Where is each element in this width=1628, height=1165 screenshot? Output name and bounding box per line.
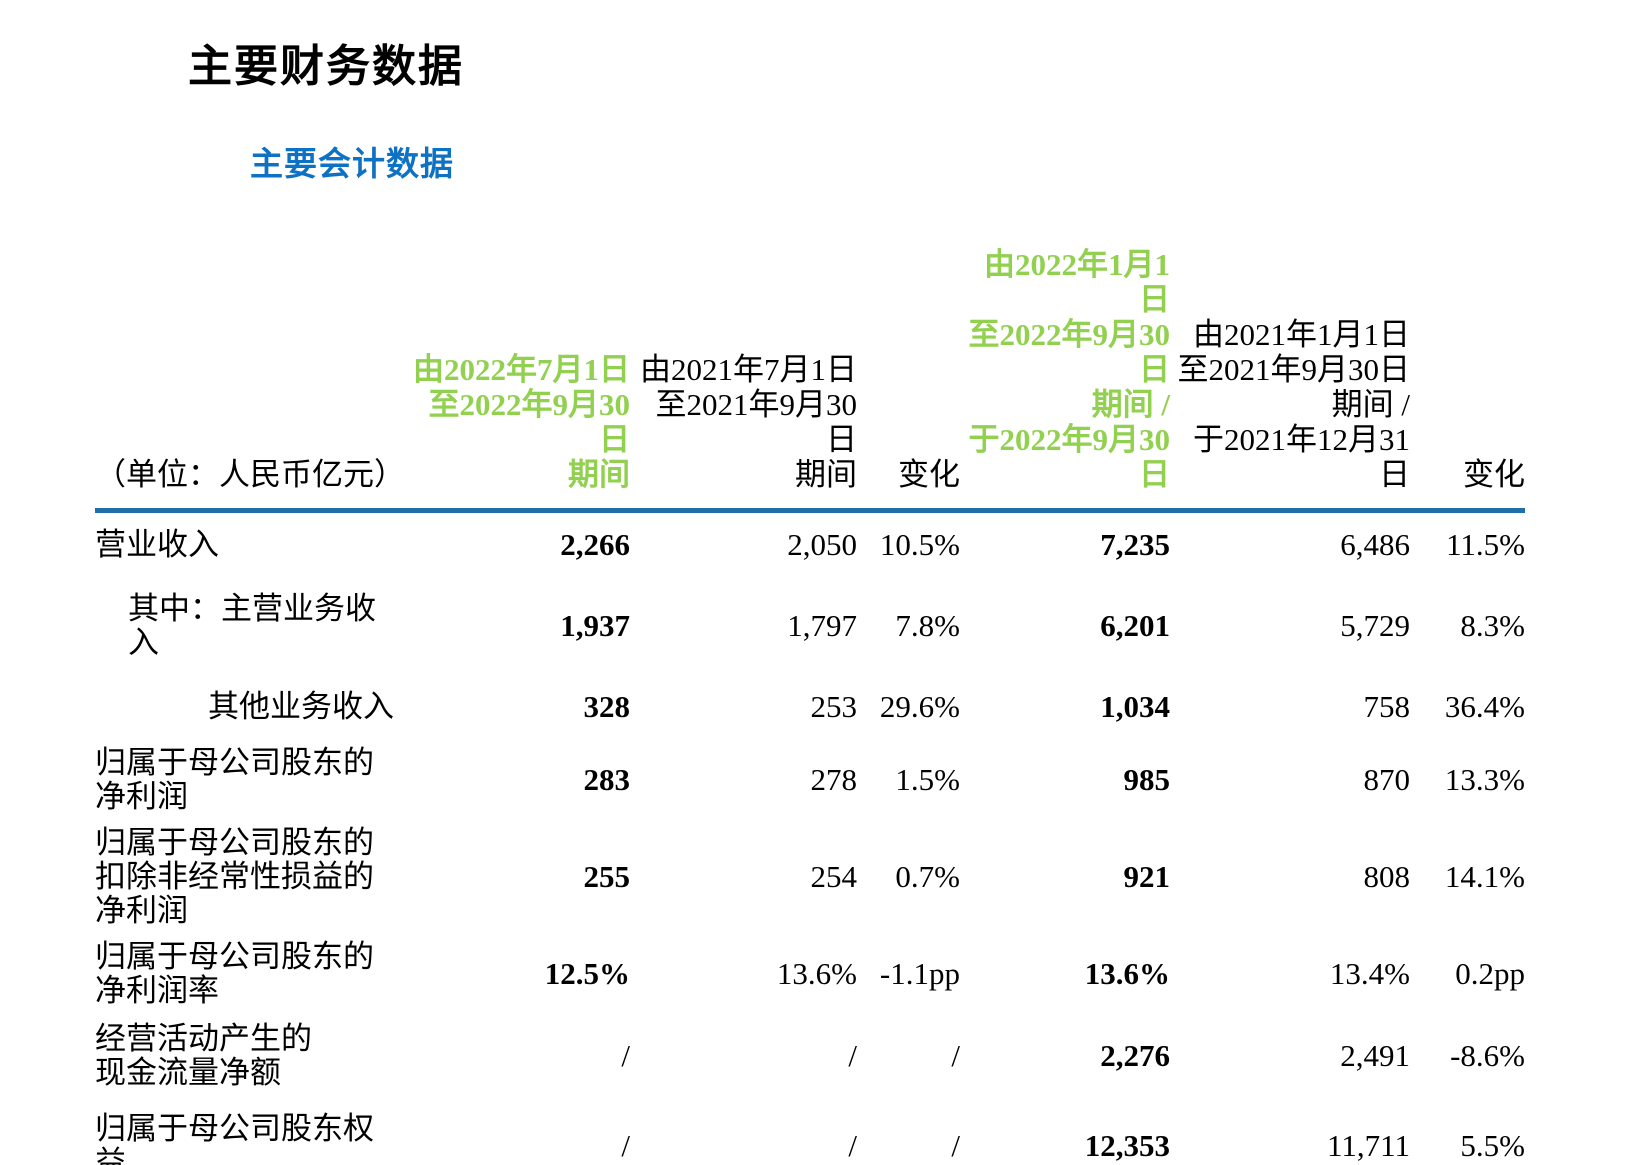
header-change-ytd: 变化 [1410,247,1525,513]
cell: 0.7% [895,859,960,894]
cell: / [621,1128,630,1163]
cell: 29.6% [879,689,960,724]
row-label: 其他业务收入 [208,689,394,724]
cell: -1.1pp [879,956,960,991]
cell: 2,266 [560,527,630,562]
row-label: 归属于母公司股东权益 [95,1111,374,1165]
cell: 14.1% [1444,859,1525,894]
cell: 2,050 [787,527,857,562]
row-label: 归属于母公司股东的 净利润 [95,745,374,814]
cell: 13.6% [776,956,857,991]
page-title: 主要财务数据 [188,42,464,91]
header-period-2021-ytd: 由2021年1月1日 至2021年9月30日 期间 / 于2021年12月31日 [1170,247,1410,513]
table-row-other-business-revenue: 其他业务收入 328 253 29.6% 1,034 758 36.4% [95,675,1525,739]
cell: 5,729 [1340,608,1410,643]
cell: 278 [810,762,858,797]
cell: 255 [583,859,631,894]
cell: / [848,1038,857,1073]
table-row-operating-cash-flow: 经营活动产生的 现金流量净额 / / / 2,276 2,491 -8.6% [95,1015,1525,1097]
row-label: 归属于母公司股东的 净利润率 [95,939,374,1008]
cell: / [621,1038,630,1073]
cell: 0.2pp [1455,956,1525,991]
cell: 11,711 [1327,1128,1410,1163]
cell: 2,491 [1340,1038,1410,1073]
header-period-2022-q3: 由2022年7月1日 至2022年9月30日 期间 [400,247,630,513]
cell: 36.4% [1444,689,1525,724]
header-period-2021-q3: 由2021年7月1日 至2021年9月30日 期间 [630,247,857,513]
cell: 6,486 [1340,527,1410,562]
cell: -8.6% [1450,1038,1525,1073]
cell: 6,201 [1100,608,1170,643]
table-row-net-profit-margin: 归属于母公司股东的 净利润率 12.5% 13.6% -1.1pp 13.6% … [95,933,1525,1015]
cell: 870 [1363,762,1411,797]
table-row-main-business-revenue: 其中：主营业务收入 1,937 1,797 7.8% 6,201 5,729 8… [95,577,1525,675]
cell: 7,235 [1100,527,1170,562]
cell: 253 [810,689,858,724]
cell: 328 [583,689,631,724]
cell: 5.5% [1460,1128,1525,1163]
cell: / [848,1128,857,1163]
table-row-net-profit: 归属于母公司股东的 净利润 283 278 1.5% 985 870 13.3% [95,739,1525,821]
cell: 283 [583,762,631,797]
cell: 758 [1363,689,1411,724]
header-unit-note: （单位：人民币亿元） [95,247,405,513]
cell: 13.3% [1444,762,1525,797]
cell: 254 [810,859,858,894]
key-financial-data-table: （单位：人民币亿元） 由2022年7月1日 至2022年9月30日 期间 由20… [95,247,1525,1165]
table-header-row: （单位：人民币亿元） 由2022年7月1日 至2022年9月30日 期间 由20… [95,247,1525,513]
section-title: 主要会计数据 [250,147,454,183]
cell: 985 [1123,762,1171,797]
cell: / [951,1038,960,1073]
cell: 13.4% [1329,956,1410,991]
row-label: 其中：主营业务收入 [128,591,376,660]
cell: / [951,1128,960,1163]
row-label: 营业收入 [95,527,219,562]
cell: 1,797 [787,608,857,643]
cell: 12.5% [544,956,630,991]
cell: 808 [1363,859,1411,894]
row-label: 经营活动产生的 现金流量净额 [95,1021,312,1090]
header-period-2022-ytd: 由2022年1月1日 至2022年9月30日 期间 / 于2022年9月30日 [960,247,1170,513]
cell: 13.6% [1084,956,1170,991]
cell: 8.3% [1460,608,1525,643]
header-change-quarter: 变化 [857,247,960,513]
table-row-shareholders-equity: 归属于母公司股东权益 / / / 12,353 11,711 5.5% [95,1097,1525,1165]
cell: 10.5% [879,527,960,562]
cell: 2,276 [1100,1038,1170,1073]
cell: 7.8% [895,608,960,643]
cell: 11.5% [1446,527,1525,562]
cell: 1,034 [1100,689,1170,724]
cell: 921 [1123,859,1171,894]
table-row-operating-revenue: 营业收入 2,266 2,050 10.5% 7,235 6,486 11.5% [95,511,1525,578]
cell: 1,937 [560,608,630,643]
table-row-net-profit-excl-nonrecurring: 归属于母公司股东的 扣除非经常性损益的 净利润 255 254 0.7% 921… [95,821,1525,933]
row-label: 归属于母公司股东的 扣除非经常性损益的 净利润 [95,825,374,928]
cell: 1.5% [895,762,960,797]
cell: 12,353 [1084,1128,1170,1163]
